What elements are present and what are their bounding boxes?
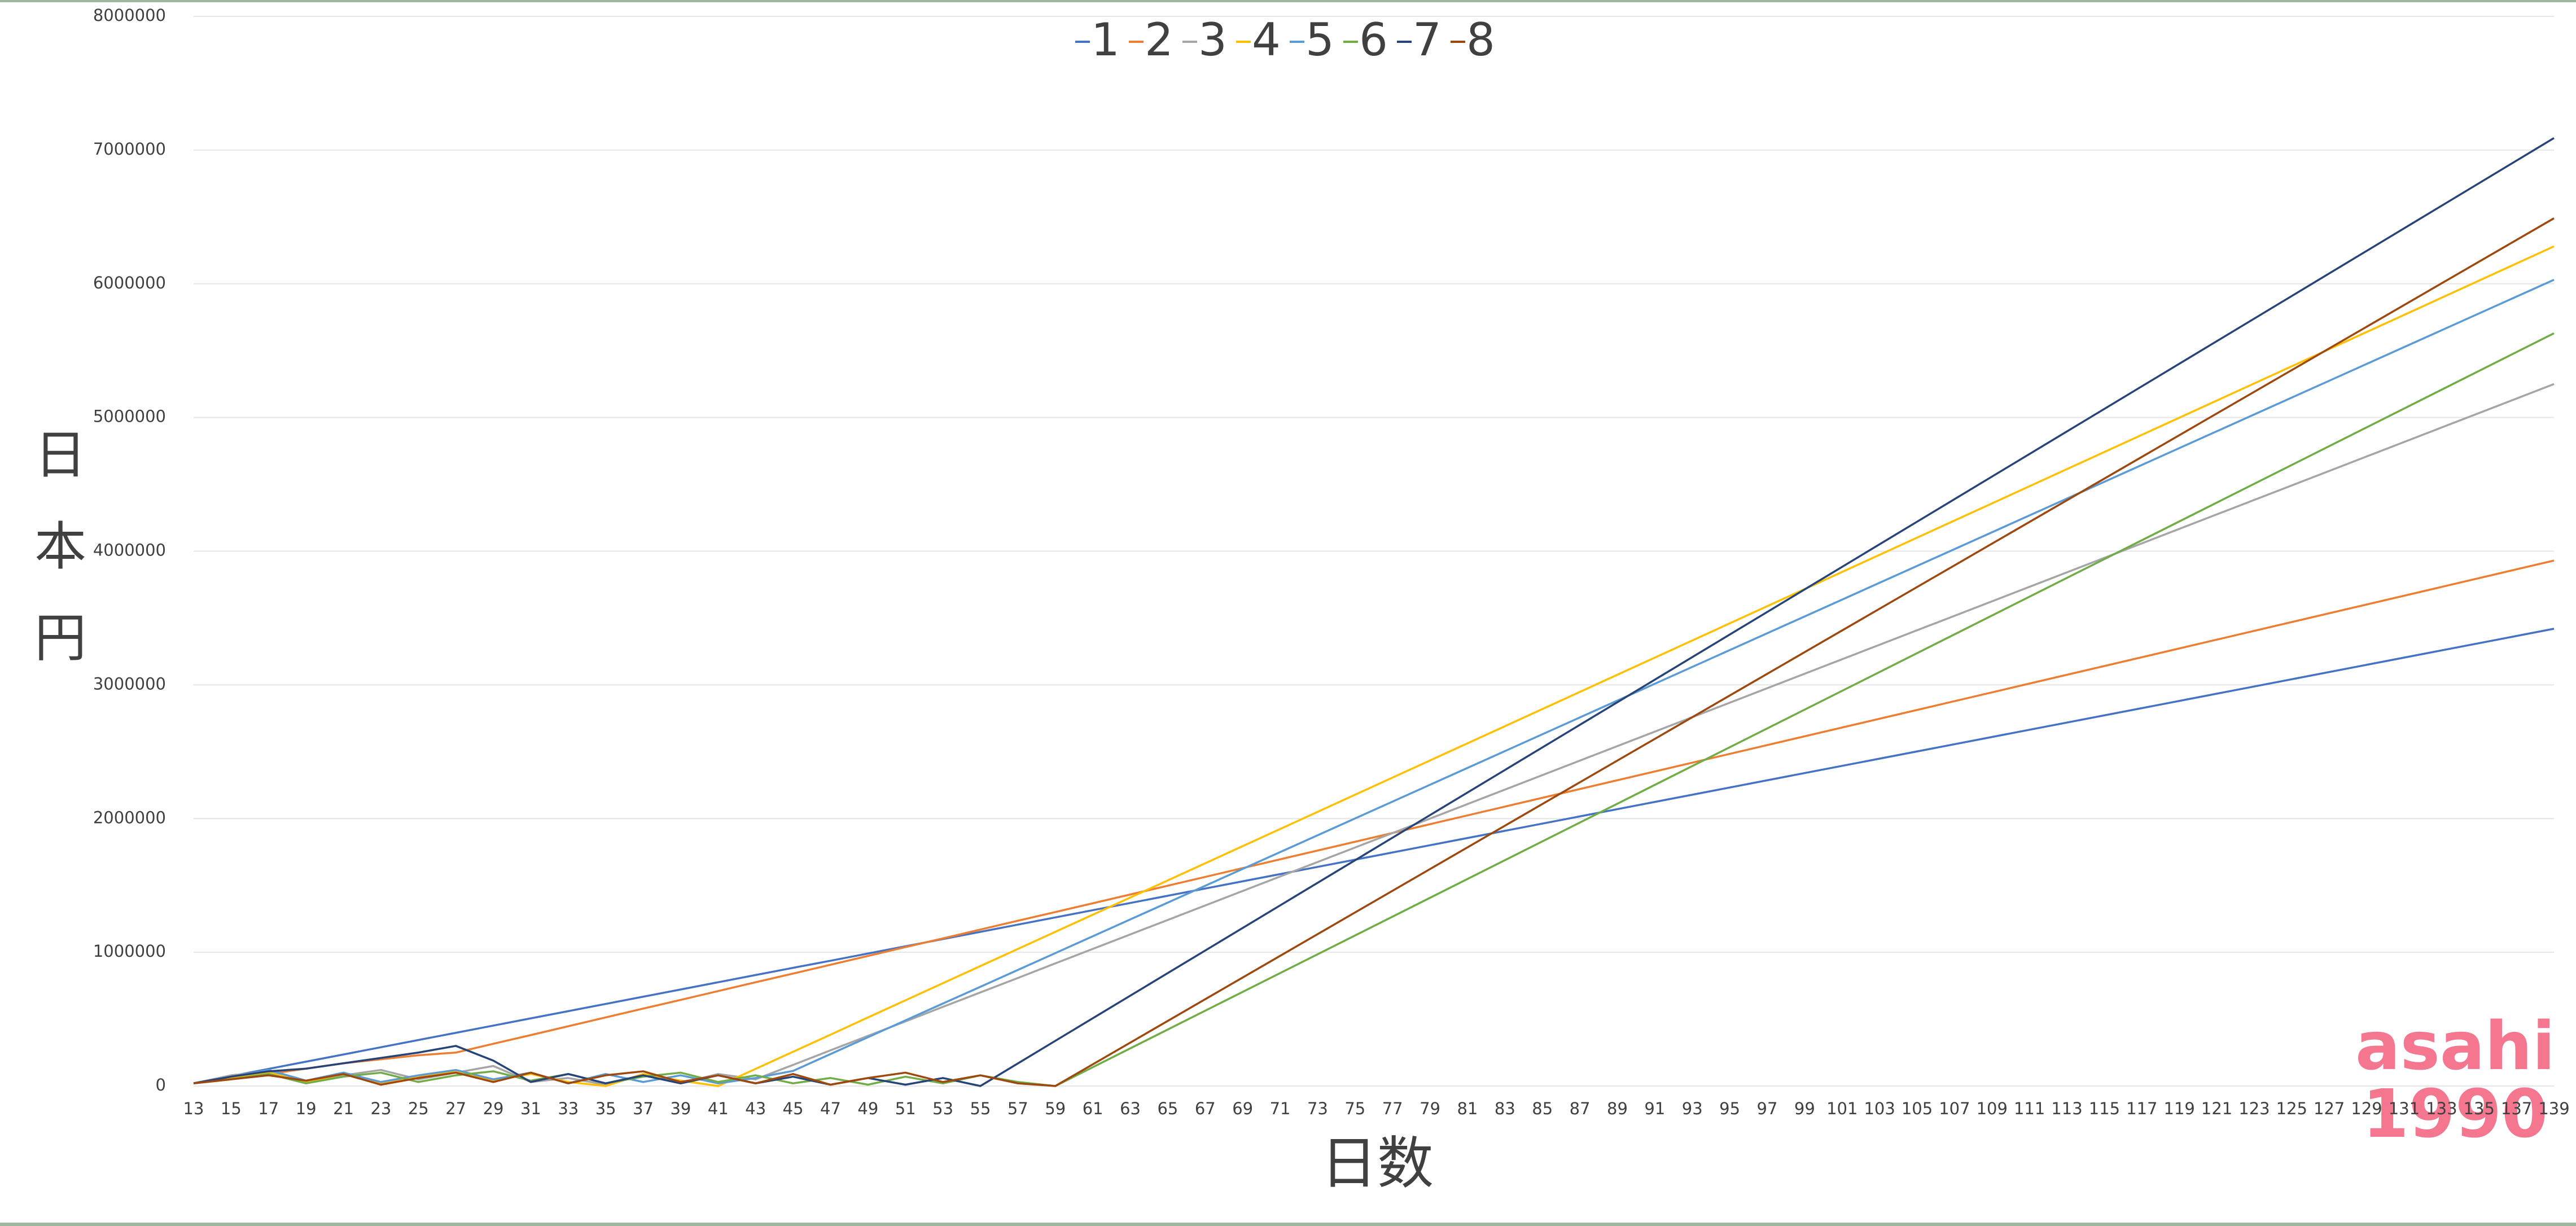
- x-tick-label: 127: [2314, 1099, 2345, 1118]
- x-tick-label: 37: [633, 1099, 654, 1118]
- x-tick-label: 59: [1045, 1099, 1066, 1118]
- legend-label: 7: [1413, 14, 1442, 66]
- x-tick-label: 71: [1270, 1099, 1291, 1118]
- x-tick-label: 49: [857, 1099, 878, 1118]
- x-tick-label: 91: [1644, 1099, 1665, 1118]
- y-tick-label: 1000000: [93, 942, 166, 961]
- x-tick-label: 123: [2238, 1099, 2270, 1118]
- x-tick-label: 117: [2126, 1099, 2157, 1118]
- x-tick-label: 13: [183, 1099, 204, 1118]
- series-line: [193, 245, 2555, 1087]
- legend-label: 1: [1091, 14, 1120, 66]
- legend-label: 4: [1252, 14, 1281, 66]
- x-tick-label: 47: [820, 1099, 841, 1118]
- x-tick-label: 109: [1977, 1099, 2008, 1118]
- legend-label: 5: [1305, 14, 1334, 66]
- x-tick-label: 45: [783, 1099, 804, 1118]
- x-tick-label: 129: [2351, 1099, 2382, 1118]
- grid: [194, 16, 2554, 1087]
- series-line: [193, 332, 2555, 1087]
- y-tick-label: 0: [156, 1075, 166, 1094]
- y-tick-label: 6000000: [93, 273, 166, 292]
- x-tick-label: 113: [2051, 1099, 2082, 1118]
- y-axis-title: 日本円: [26, 427, 86, 702]
- x-tick-label: 63: [1120, 1099, 1141, 1118]
- x-tick-label: 35: [595, 1099, 616, 1118]
- x-tick-label: 95: [1719, 1099, 1740, 1118]
- y-tick-label: 2000000: [93, 808, 166, 827]
- x-tick-label: 85: [1532, 1099, 1553, 1118]
- y-tick-label: 3000000: [93, 674, 166, 693]
- x-tick-label: 55: [970, 1099, 991, 1118]
- x-tick-label: 41: [708, 1099, 729, 1118]
- x-tick-label: 19: [296, 1099, 317, 1118]
- x-tick-label: 69: [1232, 1099, 1253, 1118]
- legend-label: 8: [1466, 14, 1495, 66]
- x-tick-label: 77: [1382, 1099, 1403, 1118]
- x-tick-label: 115: [2089, 1099, 2120, 1118]
- x-tick-label: 75: [1344, 1099, 1365, 1118]
- x-tick-label: 81: [1457, 1099, 1478, 1118]
- x-tick-label: 15: [221, 1099, 242, 1118]
- x-tick-label: 51: [895, 1099, 916, 1118]
- x-tick-label: 25: [408, 1099, 429, 1118]
- x-tick-label: 93: [1682, 1099, 1703, 1118]
- x-tick-label: 23: [370, 1099, 391, 1118]
- x-tick-label: 61: [1083, 1099, 1103, 1118]
- y-tick-label: 5000000: [93, 407, 166, 426]
- x-tick-label: 83: [1495, 1099, 1515, 1118]
- x-tick-label: 111: [2014, 1099, 2045, 1118]
- plot-lines: [193, 137, 2555, 1087]
- y-tick-label: 7000000: [93, 139, 166, 159]
- x-tick-label: 89: [1607, 1099, 1628, 1118]
- x-tick-label: 39: [670, 1099, 691, 1118]
- x-tick-label: 99: [1794, 1099, 1815, 1118]
- series-line: [193, 279, 2555, 1085]
- x-tick-label: 53: [932, 1099, 953, 1118]
- x-tick-label: 137: [2501, 1099, 2532, 1118]
- legend-label: 3: [1198, 14, 1227, 66]
- x-tick-label: 21: [333, 1099, 354, 1118]
- x-tick-label: 131: [2389, 1099, 2420, 1118]
- x-tick-label: 133: [2426, 1099, 2457, 1118]
- x-tick-label: 121: [2201, 1099, 2232, 1118]
- x-tick-label: 27: [445, 1099, 466, 1118]
- x-tick-label: 103: [1864, 1099, 1895, 1118]
- series-line: [193, 559, 2555, 1084]
- x-tick-label: 67: [1195, 1099, 1216, 1118]
- x-tick-label: 31: [520, 1099, 541, 1118]
- y-tick-label: 8000000: [93, 6, 166, 25]
- series-line: [193, 217, 2555, 1087]
- x-tick-label: 73: [1307, 1099, 1328, 1118]
- x-axis-title: 日数: [1321, 1130, 1434, 1196]
- x-tick-label: 43: [745, 1099, 766, 1118]
- x-tick-label: 87: [1570, 1099, 1591, 1118]
- x-tick-label: 135: [2464, 1099, 2495, 1118]
- x-tick-label: 139: [2538, 1099, 2569, 1118]
- y-tick-label: 4000000: [93, 541, 166, 560]
- x-tick-label: 101: [1826, 1099, 1857, 1118]
- bottom-border: [0, 1223, 2576, 1226]
- x-tick-label: 33: [558, 1099, 579, 1118]
- legend-label: 6: [1359, 14, 1388, 66]
- x-tick-label: 79: [1420, 1099, 1440, 1118]
- x-tick-label: 65: [1157, 1099, 1178, 1118]
- x-tick-label: 119: [2164, 1099, 2195, 1118]
- x-tick-label: 97: [1757, 1099, 1778, 1118]
- legend-label: 2: [1145, 14, 1173, 66]
- series-line: [193, 383, 2555, 1086]
- top-border: [0, 0, 2576, 2]
- series-line: [193, 137, 2555, 1087]
- x-tick-label: 29: [483, 1099, 504, 1118]
- watermark: 1990: [2363, 1075, 2548, 1153]
- x-tick-label: 107: [1939, 1099, 1970, 1118]
- series-line: [193, 628, 2555, 1084]
- x-tick-label: 105: [1902, 1099, 1933, 1118]
- x-tick-label: 125: [2276, 1099, 2307, 1118]
- watermark: asahi: [2355, 1007, 2555, 1085]
- x-tick-label: 57: [1007, 1099, 1028, 1118]
- x-tick-label: 17: [258, 1099, 279, 1118]
